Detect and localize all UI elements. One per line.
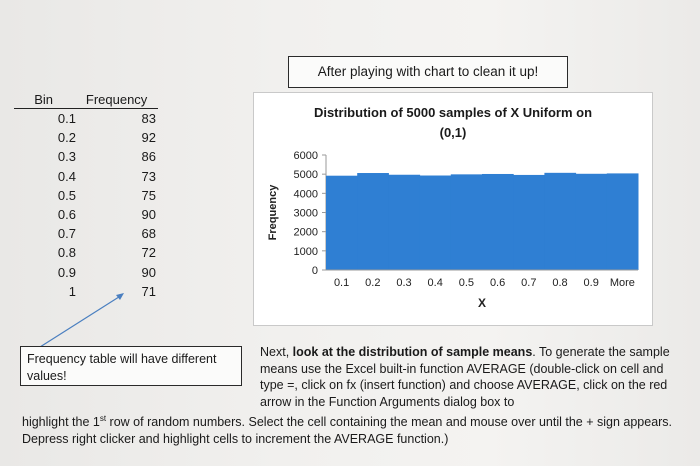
histogram-bar xyxy=(606,173,639,270)
frequency-table-row: 0.5 75 xyxy=(14,186,158,205)
y-tick-label: 0 xyxy=(312,265,318,277)
histogram-bar xyxy=(544,172,577,270)
frequency-cell: 68 xyxy=(141,226,156,242)
instructions-paragraph-2: highlight the 1st row of random numbers.… xyxy=(22,411,682,447)
x-tick-label: 0.2 xyxy=(365,277,380,289)
x-tick-label: 0.3 xyxy=(396,277,411,289)
histogram-bar xyxy=(357,173,389,270)
frequency-table-row: 0.2 92 xyxy=(14,128,158,147)
x-axis-title: X xyxy=(478,296,486,310)
frequency-cell: 75 xyxy=(141,187,156,203)
para1-rest: . To generate the sample means use the E… xyxy=(260,345,670,409)
y-tick-label: 6000 xyxy=(294,150,318,162)
bin-column-header: Bin xyxy=(34,92,53,107)
frequency-table-row: 0.8 72 xyxy=(14,243,158,262)
x-tick-label: 0.9 xyxy=(584,277,599,289)
bin-cell: 0.3 xyxy=(57,149,76,165)
chart-title-line-2: (0,1) xyxy=(439,125,467,140)
frequency-table-row: 1 71 xyxy=(14,282,158,301)
frequency-cell: 83 xyxy=(141,111,156,126)
pointer-arrowhead xyxy=(116,293,124,300)
histogram-bar xyxy=(450,174,483,270)
pointer-line xyxy=(39,294,123,348)
histogram-bar xyxy=(482,173,514,270)
bin-cell: 0.8 xyxy=(57,245,76,261)
x-tick-label: 0.8 xyxy=(552,277,567,289)
bin-cell: 0.6 xyxy=(57,206,76,222)
frequency-cell: 90 xyxy=(141,264,156,280)
bin-cell: 0.7 xyxy=(57,226,76,242)
frequency-cell: 90 xyxy=(141,206,156,222)
frequency-table-body: 0.1 83 0.2 92 0.3 86 0.4 73 0.5 75 0.6 90 0.7 68 0.8 72… xyxy=(14,109,158,301)
chart-title-line-1: Distribution of 5000 samples of X Unifor… xyxy=(313,105,593,120)
x-tick-label: 0.5 xyxy=(459,277,474,289)
chart-cleanup-note: After playing with chart to clean it up! xyxy=(288,56,568,88)
x-tick-label: 0.1 xyxy=(334,277,349,289)
frequency-table: Bin Frequency 0.1 83 0.2 92 0.3 86 0.4 73 0.5 75 0… xyxy=(14,92,158,301)
chart-title: Distribution of 5000 samples of X Unifor… xyxy=(254,103,652,143)
para2-rest: row of random numbers. Select the cell c… xyxy=(22,415,673,446)
bin-cell: 0.2 xyxy=(57,130,76,146)
frequency-cell: 73 xyxy=(141,168,156,184)
histogram-bar xyxy=(513,174,545,270)
x-tick-label: More xyxy=(610,277,635,289)
frequency-cell: 72 xyxy=(141,245,156,261)
y-tick-label: 4000 xyxy=(294,188,318,200)
frequency-cell: 71 xyxy=(141,283,156,299)
chart-plot-area: 0 1000 2000 3000 4000 5000 6000 0.1 0.2 0.3 0.4 0.5… xyxy=(267,150,639,310)
para2-lead: highlight the 1 xyxy=(22,415,100,430)
x-tick-label: 0.4 xyxy=(428,277,443,289)
histogram-bar xyxy=(419,175,452,270)
histogram-chart[interactable]: Distribution of 5000 samples of X Unifor… xyxy=(253,92,653,326)
y-tick-label: 3000 xyxy=(294,208,318,220)
y-tick-label: 5000 xyxy=(294,169,318,181)
bin-cell: 0.5 xyxy=(57,187,76,203)
y-tick-label: 2000 xyxy=(294,227,318,239)
instructions-paragraph-1: Next, look at the distribution of sample… xyxy=(260,344,680,410)
y-axis-title: Frequency xyxy=(267,184,279,241)
frequency-table-row: 0.7 68 xyxy=(14,224,158,243)
frequency-table-row: 0.1 83 xyxy=(14,109,158,128)
para2-superscript: st xyxy=(99,414,107,423)
frequency-cell: 92 xyxy=(141,130,156,146)
histogram-bar xyxy=(388,174,421,270)
frequency-cell: 86 xyxy=(141,149,156,165)
bin-cell: 1 xyxy=(68,283,76,299)
frequency-column-header: Frequency xyxy=(85,92,148,107)
x-tick-label: 0.6 xyxy=(490,277,505,289)
histogram-bar xyxy=(575,173,608,270)
y-tick-label: 1000 xyxy=(294,246,318,258)
frequency-table-row: 0.4 73 xyxy=(14,167,158,186)
frequency-table-row: 0.9 90 xyxy=(14,263,158,282)
para1-emphasis: look at the distribution of sample means xyxy=(292,345,533,359)
histogram-bar xyxy=(326,175,358,270)
bin-cell: 0.1 xyxy=(57,111,76,126)
bin-cell: 0.4 xyxy=(57,168,76,184)
frequency-table-row: 0.3 86 xyxy=(14,147,158,166)
x-tick-label: 0.7 xyxy=(521,277,536,289)
frequency-table-header: Bin Frequency xyxy=(14,92,158,109)
para1-lead: Next, xyxy=(260,345,293,359)
bin-cell: 0.9 xyxy=(57,264,76,280)
frequency-warning-note: Frequency table will have different valu… xyxy=(20,346,242,386)
frequency-table-row: 0.6 90 xyxy=(14,205,158,224)
